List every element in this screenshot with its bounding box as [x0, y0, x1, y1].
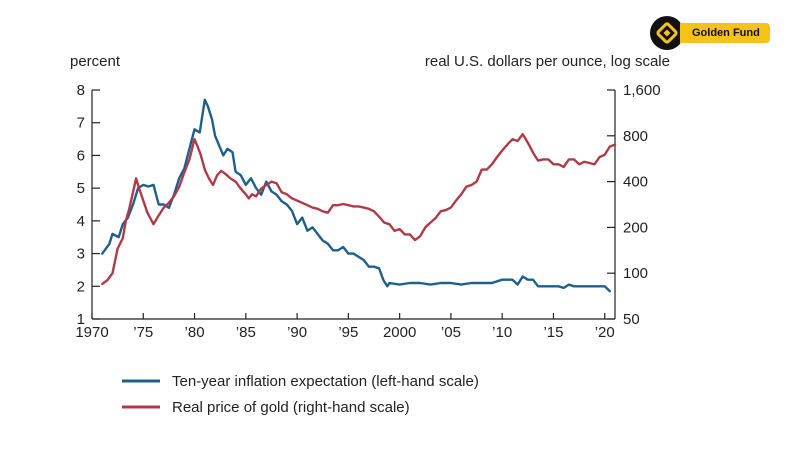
- x-tick-label: 2000: [383, 324, 416, 341]
- series-lines: [101, 98, 617, 293]
- left-tick-label: 1: [77, 311, 85, 328]
- x-tick-label: ’85: [236, 324, 256, 341]
- right-axis-ticks: 50 100 200 400 800 1,600: [607, 82, 661, 328]
- left-tick-label: 4: [77, 213, 85, 230]
- golden-fund-logo-icon: [650, 16, 684, 50]
- right-tick-label: 50: [623, 311, 640, 328]
- legend-label-gold: Real price of gold (right-hand scale): [172, 399, 410, 416]
- x-axis-ticks: 1970 ’75 ’80 ’85 ’90 ’95 2000 ’05 ’10 ’15 ’20: [75, 313, 615, 341]
- right-axis-unit-label: real U.S. dollars per ounce, log scale: [425, 53, 670, 70]
- inflation-expectation-line: [101, 98, 612, 293]
- right-tick-label: 400: [623, 174, 648, 191]
- left-tick-label: 7: [77, 115, 85, 132]
- left-axis-ticks: 1 2 3 4 5 6 7 8: [77, 82, 100, 328]
- right-tick-label: 800: [623, 128, 648, 145]
- legend-label-inflation: Ten-year inflation expectation (left-han…: [172, 373, 479, 390]
- x-tick-label: ’90: [287, 324, 307, 341]
- gold-price-line: [101, 132, 617, 286]
- brand-name: Golden Fund: [680, 23, 770, 43]
- left-tick-label: 5: [77, 180, 85, 197]
- left-tick-label: 2: [77, 278, 85, 295]
- x-tick-label: ’80: [185, 324, 205, 341]
- brand-badge: Golden Fund: [650, 15, 790, 51]
- left-tick-label: 6: [77, 147, 85, 164]
- right-tick-label: 1,600: [623, 82, 661, 99]
- x-tick-label: ’10: [492, 324, 512, 341]
- right-tick-label: 100: [623, 265, 648, 282]
- x-tick-label: ’20: [595, 324, 615, 341]
- left-axis-unit-label: percent: [70, 53, 121, 70]
- legend: Ten-year inflation expectation (left-han…: [122, 373, 479, 416]
- right-tick-label: 200: [623, 219, 648, 236]
- x-tick-label: ’05: [441, 324, 461, 341]
- x-tick-label: ’75: [133, 324, 153, 341]
- x-tick-label: 1970: [75, 324, 108, 341]
- x-tick-label: ’95: [338, 324, 358, 341]
- left-tick-label: 3: [77, 246, 85, 263]
- left-tick-label: 8: [77, 82, 85, 99]
- x-tick-label: ’15: [543, 324, 563, 341]
